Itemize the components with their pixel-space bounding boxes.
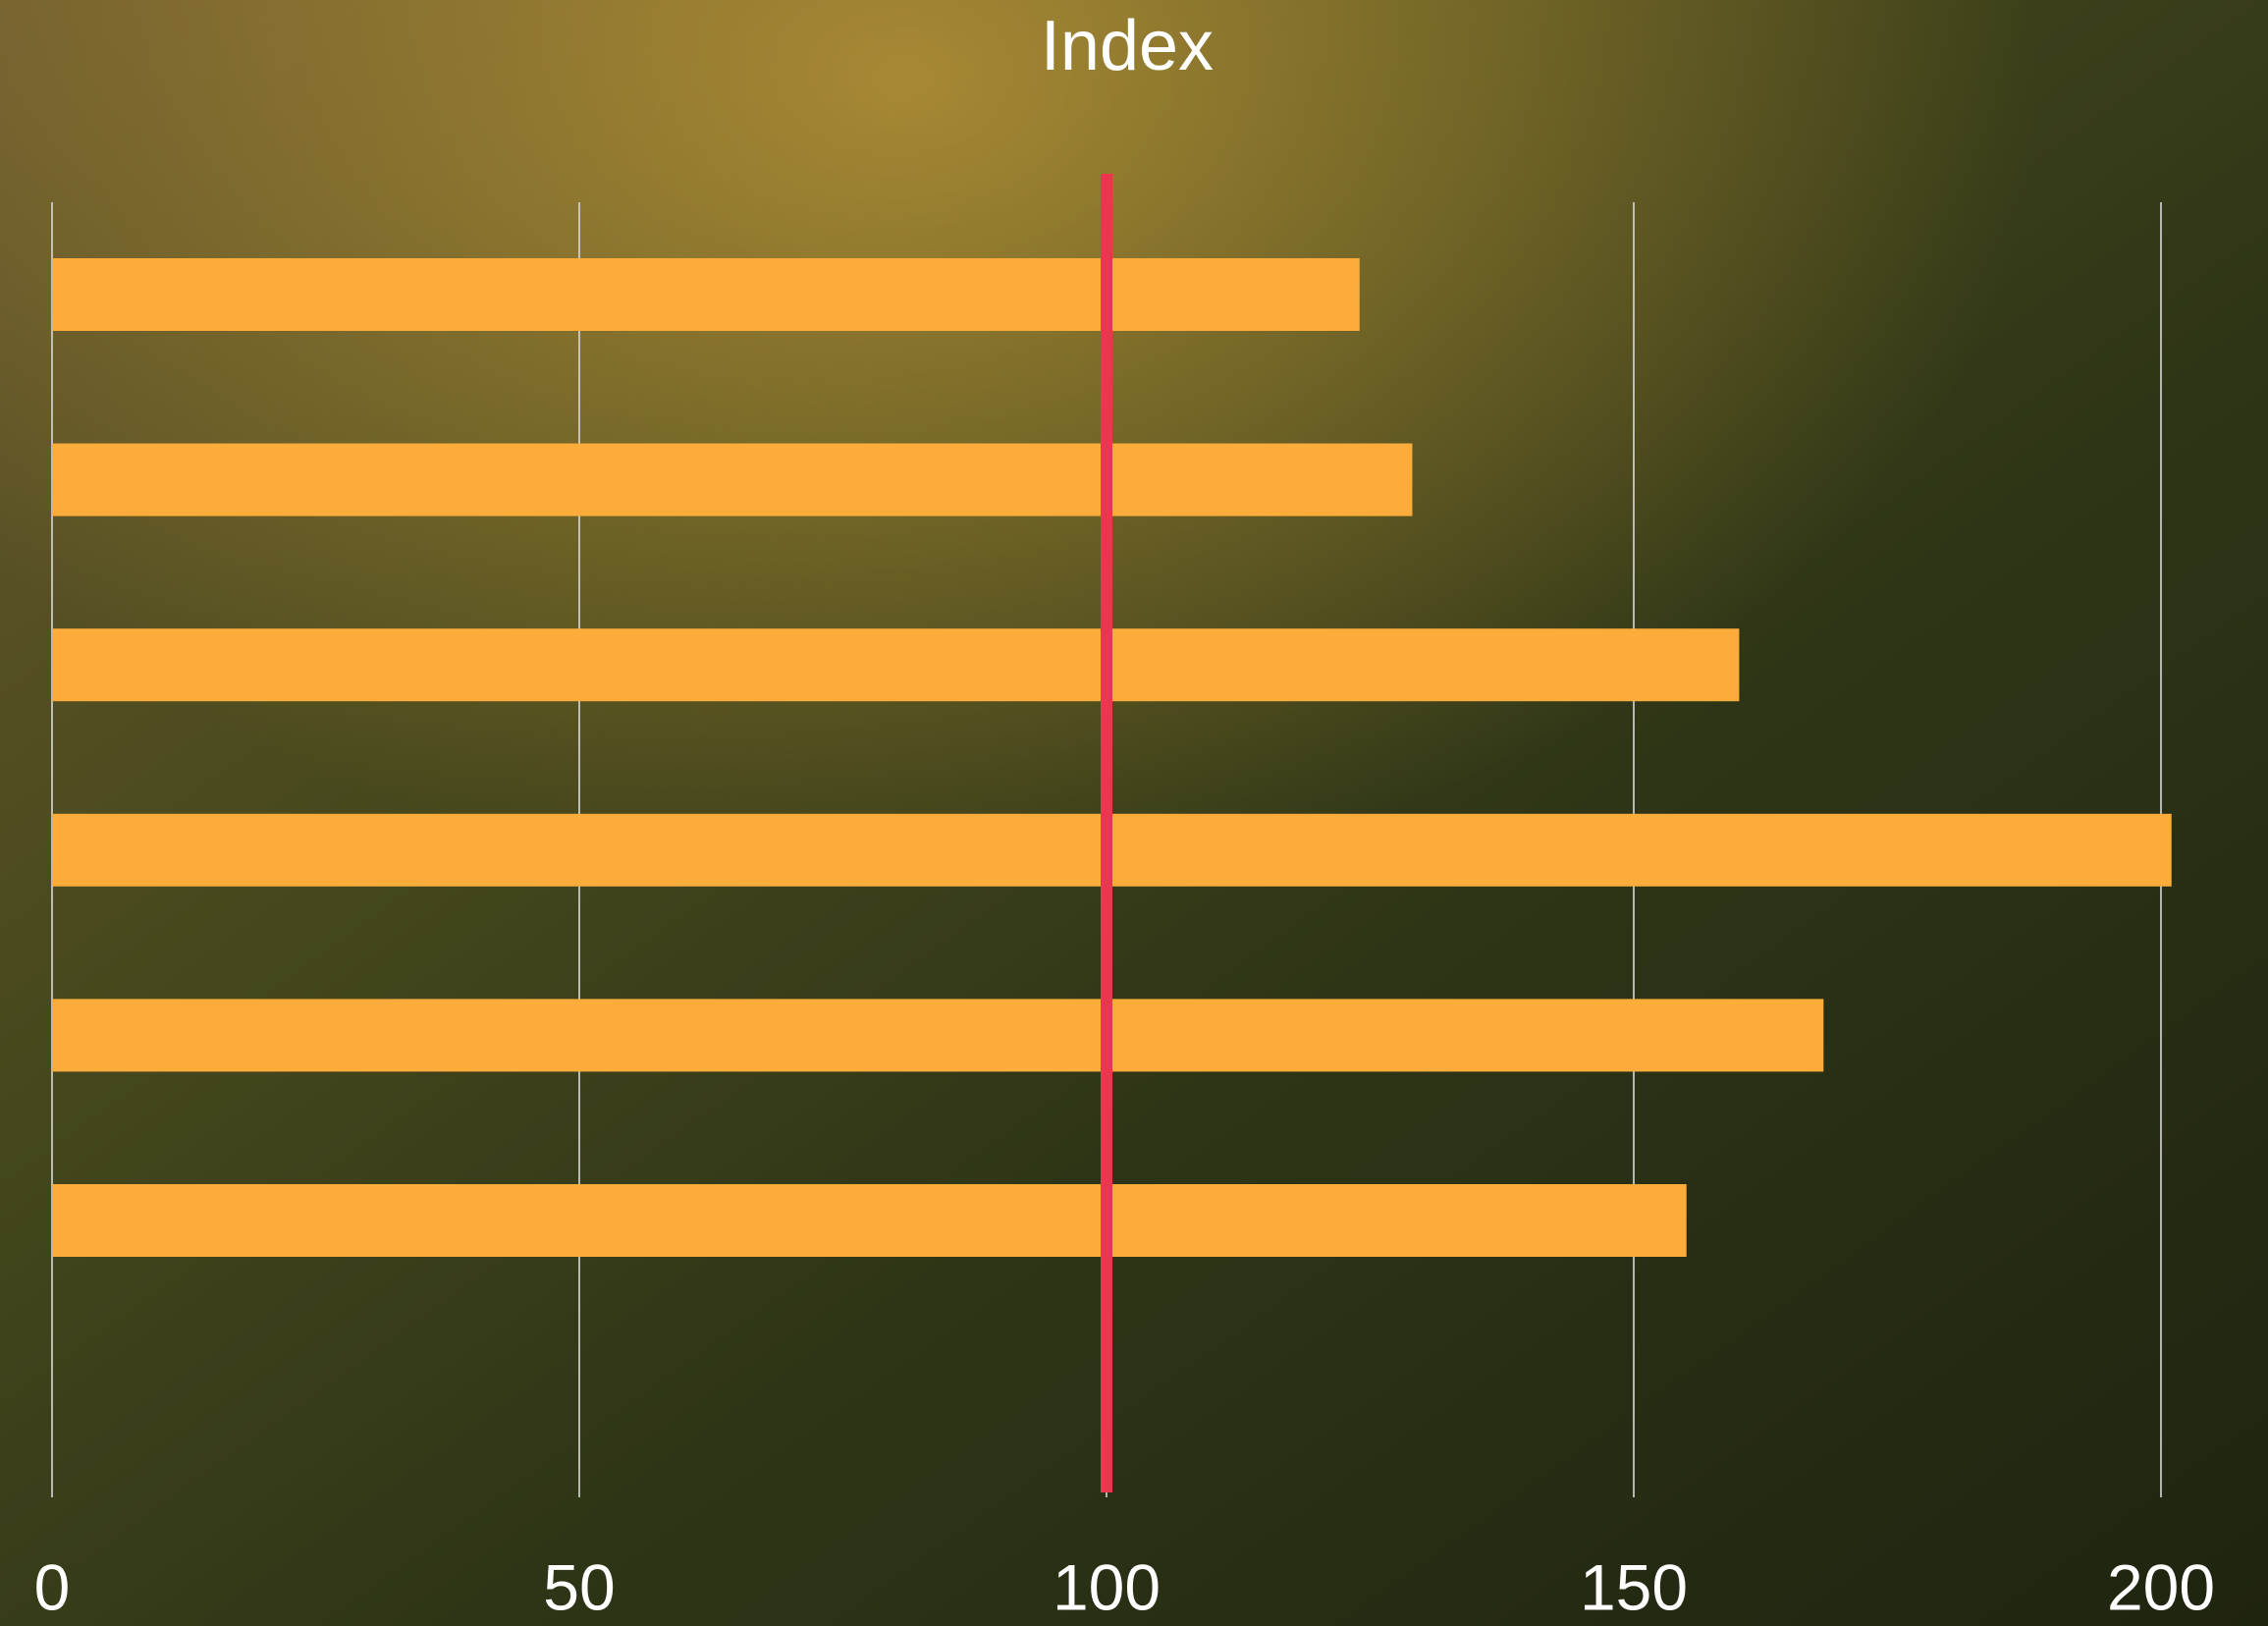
bar — [52, 999, 1823, 1071]
x-tick-label: 50 — [543, 1550, 615, 1623]
chart: Index 0 50 100 150 200 — [0, 0, 2268, 1626]
background-glow — [0, 0, 2268, 1626]
x-tick-label: 100 — [1053, 1550, 1161, 1623]
bar — [52, 1184, 1687, 1257]
chart-title: Index — [1041, 7, 1214, 85]
bar — [52, 628, 1739, 701]
bar — [52, 444, 1412, 516]
bar — [52, 258, 1360, 331]
x-tick-label: 150 — [1580, 1550, 1688, 1623]
x-tick-label: 0 — [34, 1550, 71, 1623]
x-tick-label: 200 — [2107, 1550, 2215, 1623]
